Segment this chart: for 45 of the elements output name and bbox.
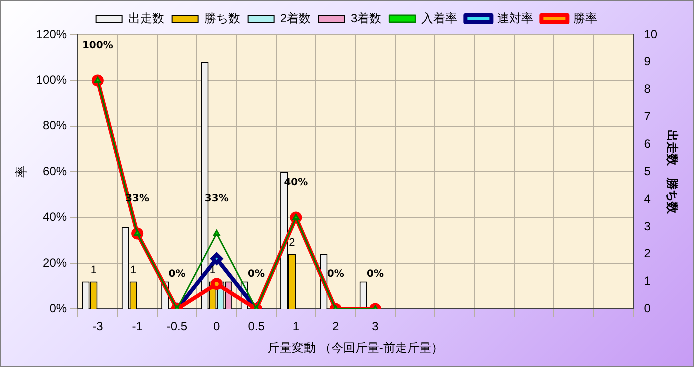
- y2-tick-label: 9: [644, 54, 652, 69]
- y-axis-title: 率: [14, 166, 29, 178]
- y-tick-label: 40%: [43, 210, 68, 224]
- y2-tick-label: 1: [644, 274, 652, 288]
- y2-tick-label: 2: [644, 246, 652, 261]
- data-label: 0%: [168, 268, 186, 280]
- legend-label: 入着率: [422, 11, 458, 26]
- x-tick-label: 3: [372, 320, 380, 334]
- x-tick-label: 0.5: [248, 320, 266, 334]
- y-tick-label: 60%: [43, 164, 68, 178]
- data-label: 2: [289, 236, 296, 249]
- legend-label: 勝率: [574, 11, 598, 26]
- x-tick-label: 2: [332, 320, 340, 334]
- y-tick-label: 20%: [43, 256, 68, 270]
- legend-label: 出走数: [128, 11, 164, 26]
- legend-label: 連対率: [498, 11, 534, 26]
- x-tick-label: -0.5: [166, 320, 188, 334]
- y-tick-label: 0%: [50, 302, 68, 316]
- y2-tick-label: 6: [644, 136, 652, 151]
- y-tick-label: 80%: [43, 118, 68, 133]
- y2-tick-label: 10: [644, 27, 658, 42]
- data-label: 1: [130, 264, 137, 276]
- data-label: 1: [90, 264, 98, 276]
- data-label: 100%: [82, 40, 114, 52]
- y2-tick-label: 5: [644, 164, 652, 178]
- y2-tick-label: 0: [644, 302, 652, 316]
- x-tick-label: -1: [132, 320, 144, 334]
- y2-tick-label: 7: [644, 110, 652, 124]
- legend-label: 3着数: [351, 11, 382, 26]
- data-label: 0%: [327, 268, 344, 280]
- y2-tick-label: 8: [644, 82, 652, 96]
- y-tick-label: 120%: [36, 27, 68, 42]
- x-tick-label: -3: [92, 320, 104, 334]
- x-axis-title: 斤量変動 （今回斤量-前走斤量）: [268, 341, 444, 356]
- y2-tick-label: 3: [644, 219, 652, 234]
- y2-axis-title: 出走数 勝ち数: [665, 130, 680, 216]
- x-tick-label: 0: [214, 320, 221, 334]
- y2-tick-label: 4: [644, 192, 652, 206]
- legend-label: 勝ち数: [204, 11, 240, 26]
- data-label: 0%: [248, 268, 266, 280]
- x-tick-label: 1: [292, 320, 300, 334]
- legend-label: 2着数: [280, 11, 312, 26]
- data-label: 1: [210, 264, 216, 276]
- data-label: 0%: [367, 268, 384, 280]
- y-tick-label: 100%: [36, 73, 68, 88]
